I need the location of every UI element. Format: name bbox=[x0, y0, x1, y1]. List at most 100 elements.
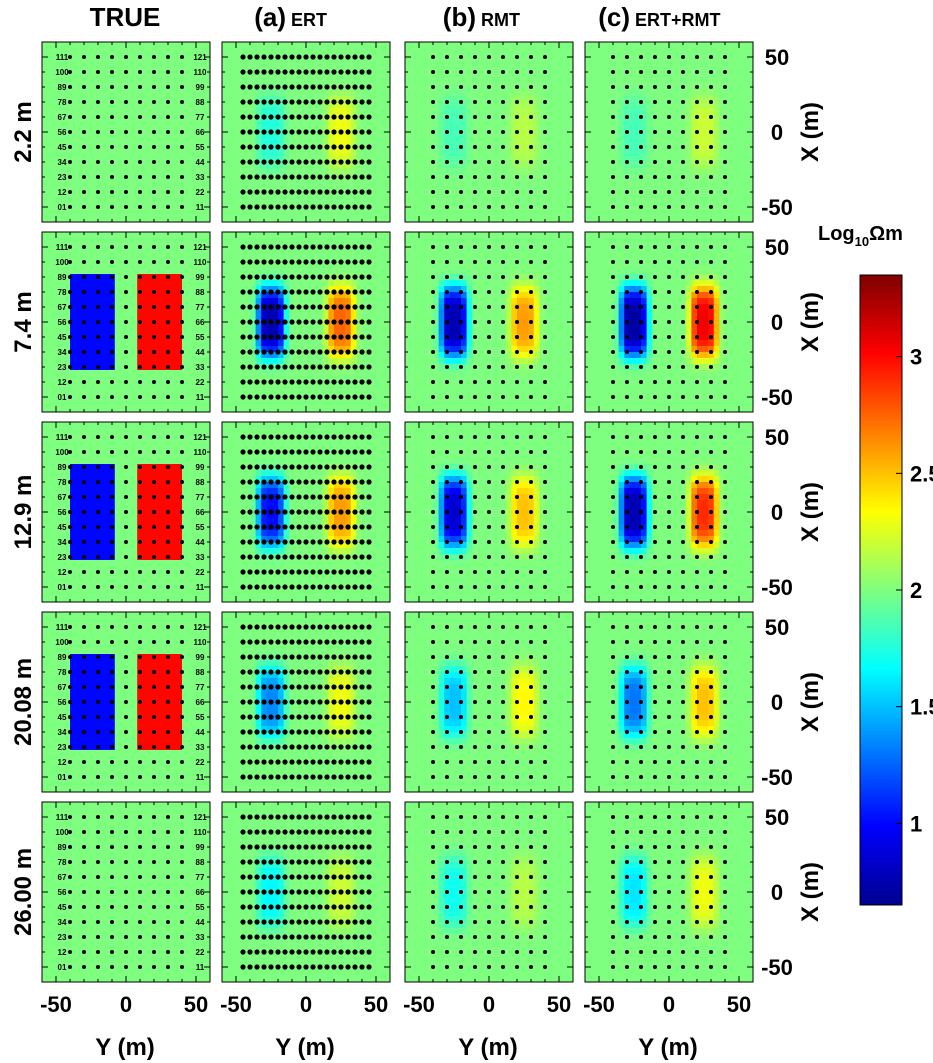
heatmap-cell bbox=[455, 162, 462, 169]
heatmap-cell bbox=[736, 96, 743, 103]
heatmap-cell bbox=[148, 268, 155, 275]
station-dot bbox=[110, 175, 114, 179]
heatmap-cell bbox=[131, 192, 138, 199]
heatmap-cell bbox=[126, 84, 132, 91]
heatmap-cell bbox=[618, 108, 625, 115]
heatmap-cell bbox=[322, 72, 329, 79]
station-dot bbox=[625, 55, 629, 59]
heatmap-cell bbox=[416, 144, 423, 151]
heatmap-cell bbox=[444, 180, 451, 187]
heatmap-cell bbox=[477, 144, 484, 151]
heatmap-cell bbox=[98, 138, 104, 145]
heatmap-cell bbox=[182, 78, 188, 85]
heatmap-cell bbox=[438, 204, 445, 211]
heatmap-cell bbox=[244, 156, 251, 163]
heatmap-cell bbox=[607, 72, 614, 79]
heatmap-cell bbox=[494, 102, 501, 109]
heatmap-cell bbox=[306, 42, 312, 49]
heatmap-cell bbox=[272, 180, 279, 187]
heatmap-cell bbox=[109, 66, 116, 73]
heatmap-cell bbox=[613, 174, 619, 181]
heatmap-cell bbox=[613, 180, 619, 187]
heatmap-cell bbox=[193, 72, 200, 79]
station-dot bbox=[501, 160, 505, 164]
heatmap-cell bbox=[719, 96, 726, 103]
heatmap-cell bbox=[317, 150, 324, 157]
heatmap-cell bbox=[505, 204, 512, 211]
heatmap-cell bbox=[669, 60, 675, 67]
heatmap-cell bbox=[596, 144, 603, 151]
station-dot bbox=[459, 205, 463, 209]
heatmap-cell bbox=[64, 298, 71, 305]
station-dot bbox=[152, 85, 156, 89]
heatmap-cell bbox=[322, 216, 329, 223]
heatmap-cell bbox=[539, 132, 546, 139]
heatmap-cell bbox=[350, 102, 357, 109]
heatmap-cell bbox=[317, 168, 324, 175]
heatmap-cell bbox=[86, 286, 93, 293]
heatmap-cell bbox=[657, 174, 664, 181]
heatmap-cell bbox=[741, 198, 748, 205]
heatmap-cell bbox=[641, 78, 647, 85]
heatmap-cell bbox=[182, 144, 188, 151]
heatmap-cell bbox=[148, 256, 155, 263]
heatmap-cell bbox=[629, 114, 636, 121]
heatmap-cell bbox=[75, 138, 82, 145]
heatmap-cell bbox=[461, 138, 467, 145]
heatmap-cell bbox=[483, 216, 490, 223]
heatmap-cell bbox=[283, 66, 290, 73]
heatmap-cell bbox=[47, 250, 54, 257]
station-dot bbox=[681, 70, 685, 74]
heatmap-cell bbox=[92, 48, 99, 55]
heatmap-cell bbox=[137, 72, 144, 79]
station-dot bbox=[289, 84, 295, 90]
heatmap-cell bbox=[356, 78, 363, 85]
heatmap-cell bbox=[187, 346, 194, 353]
station-dot bbox=[261, 159, 267, 165]
heatmap-cell bbox=[618, 60, 625, 67]
heatmap-cell bbox=[103, 126, 110, 133]
heatmap-cell bbox=[708, 102, 715, 109]
heatmap-cell bbox=[114, 204, 121, 211]
heatmap-cell bbox=[339, 90, 346, 97]
heatmap-cell bbox=[92, 340, 99, 347]
heatmap-cell bbox=[427, 150, 434, 157]
station-dot bbox=[473, 160, 477, 164]
heatmap-cell bbox=[719, 42, 726, 49]
heatmap-cell bbox=[81, 328, 88, 335]
heatmap-cell bbox=[444, 60, 451, 67]
heatmap-cell bbox=[272, 138, 279, 145]
heatmap-cell bbox=[455, 180, 462, 187]
heatmap-cell bbox=[713, 144, 720, 151]
heatmap-cell bbox=[356, 120, 363, 127]
heatmap-cell bbox=[142, 352, 149, 359]
heatmap-cell bbox=[165, 232, 172, 239]
heatmap-cell bbox=[81, 238, 88, 245]
station-dot bbox=[310, 144, 316, 150]
heatmap-cell bbox=[410, 60, 417, 67]
heatmap-cell bbox=[170, 174, 177, 181]
column-title-rmt: (b) RMT bbox=[443, 2, 520, 32]
station-dot bbox=[138, 85, 142, 89]
heatmap-cell bbox=[70, 156, 76, 163]
heatmap-cell bbox=[590, 114, 597, 121]
heatmap-cell bbox=[182, 138, 188, 145]
heatmap-cell bbox=[680, 162, 687, 169]
heatmap-cell bbox=[114, 144, 121, 151]
heatmap-cell bbox=[328, 102, 335, 109]
heatmap-cell bbox=[148, 334, 155, 341]
heatmap-cell bbox=[131, 186, 138, 193]
heatmap-cell bbox=[567, 216, 574, 223]
heatmap-cell bbox=[98, 244, 104, 251]
heatmap-cell bbox=[545, 210, 551, 217]
heatmap-cell bbox=[421, 210, 428, 217]
heatmap-cell bbox=[427, 162, 434, 169]
heatmap-cell bbox=[421, 216, 428, 223]
heatmap-cell bbox=[193, 174, 200, 181]
heatmap-cell bbox=[449, 168, 456, 175]
heatmap-cell bbox=[131, 232, 138, 239]
station-dot bbox=[681, 130, 685, 134]
heatmap-cell bbox=[244, 192, 251, 199]
heatmap-cell bbox=[511, 216, 518, 223]
heatmap-cell bbox=[300, 114, 307, 121]
